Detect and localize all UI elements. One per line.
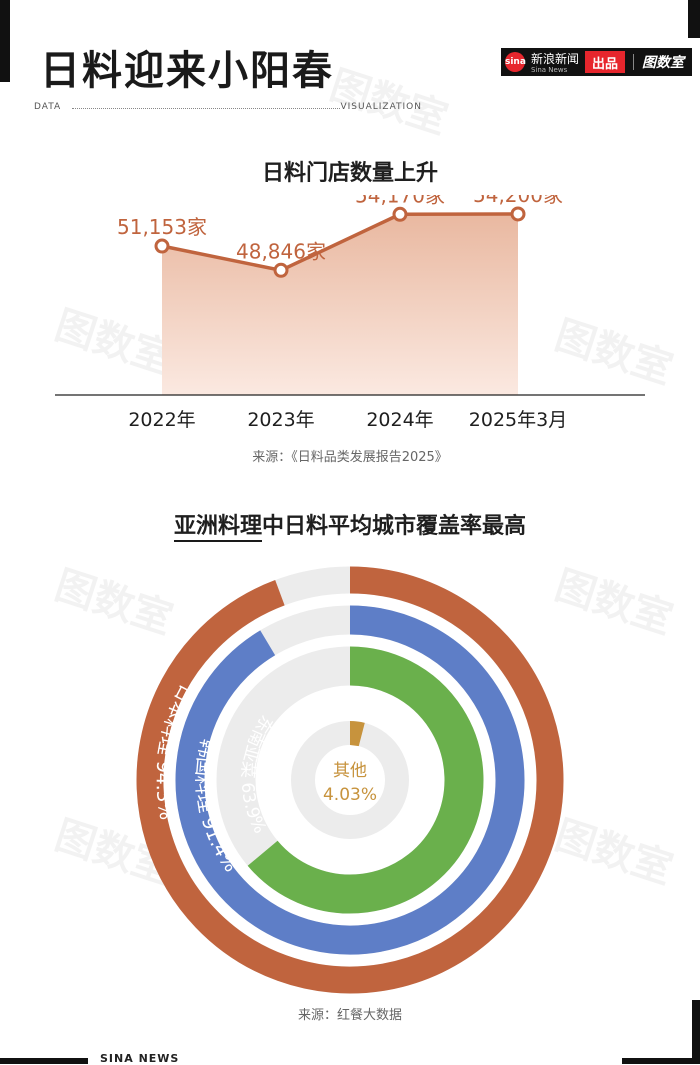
- chart2-source: 来源：红餐大数据: [297, 1008, 402, 1023]
- tagline-dots: [72, 108, 340, 109]
- sina-logo-text: sina: [504, 52, 526, 72]
- corner-bar-bottom-left: [0, 1058, 88, 1064]
- x-tick-label: 2024年: [366, 409, 433, 431]
- data-point: [392, 206, 408, 222]
- brand-bar: sina 新浪新闻 Sina News 出品 图数室: [500, 48, 692, 76]
- brand-name-en: Sina News: [530, 66, 568, 74]
- brand-name-cn: 新浪新闻: [530, 52, 579, 66]
- ring-arc: [136, 566, 564, 994]
- ring-arc: [175, 605, 525, 955]
- chart2-title: 亚洲料理中日料平均城市覆盖率最高: [0, 508, 700, 542]
- other-wedge: [350, 721, 365, 747]
- other-value-label: 4.03%: [323, 785, 377, 805]
- brand-studio: 图数室: [642, 55, 684, 71]
- coverage-ring-chart: 其他4.03%日本料理 94.3%韩国料理 91.4%东南亚菜 63.9%: [136, 566, 564, 994]
- data-label: 48,846家: [236, 239, 326, 263]
- x-tick-label: 2025年3月: [469, 409, 567, 431]
- series-line: [161, 212, 519, 273]
- tagline-left: DATA: [34, 102, 62, 112]
- chart2-title-underlined: 亚洲料理: [173, 514, 262, 542]
- tagline: DATA VISUALIZATION: [34, 102, 422, 114]
- corner-bar-bottom-right-h: [622, 1058, 700, 1064]
- data-point: [510, 206, 526, 222]
- data-point: [273, 262, 289, 278]
- footer: SINA NEWS: [100, 1052, 180, 1065]
- ring-arc: [247, 646, 484, 914]
- tagline-right: VISUALIZATION: [340, 102, 422, 112]
- store-count-chart: 51,153家 2022年 48,846家 2023年 54,170家 2024年 54,2…: [55, 195, 645, 431]
- x-tick-label: 2023年: [247, 409, 314, 431]
- chart1-source: 来源：《日料品类发展报告2025》: [252, 450, 448, 465]
- data-label: 54,170家: [355, 195, 445, 207]
- data-label: 51,153家: [117, 215, 207, 239]
- brand-name: 新浪新闻 Sina News: [529, 48, 585, 76]
- data-point: [154, 238, 170, 254]
- brand-divider: [633, 54, 634, 70]
- x-tick-label: 2022年: [128, 409, 195, 431]
- page-title: 日料迎来小阳春: [40, 48, 334, 94]
- corner-bar-bottom-right: [692, 1000, 700, 1064]
- chart1-title: 日料门店数量上升: [261, 161, 438, 186]
- data-label: 54,200家: [473, 195, 563, 207]
- area-fill: [162, 213, 518, 395]
- chart2-title-rest: 中日料平均城市覆盖率最高: [262, 514, 527, 539]
- corner-bar-top-left: [0, 0, 10, 82]
- brand-tag: 出品: [584, 51, 625, 73]
- sina-logo-icon: sina: [501, 48, 529, 76]
- corner-bar-top-right: [688, 0, 700, 38]
- other-name-label: 其他: [333, 761, 367, 781]
- watermark: 图数室: [324, 62, 453, 144]
